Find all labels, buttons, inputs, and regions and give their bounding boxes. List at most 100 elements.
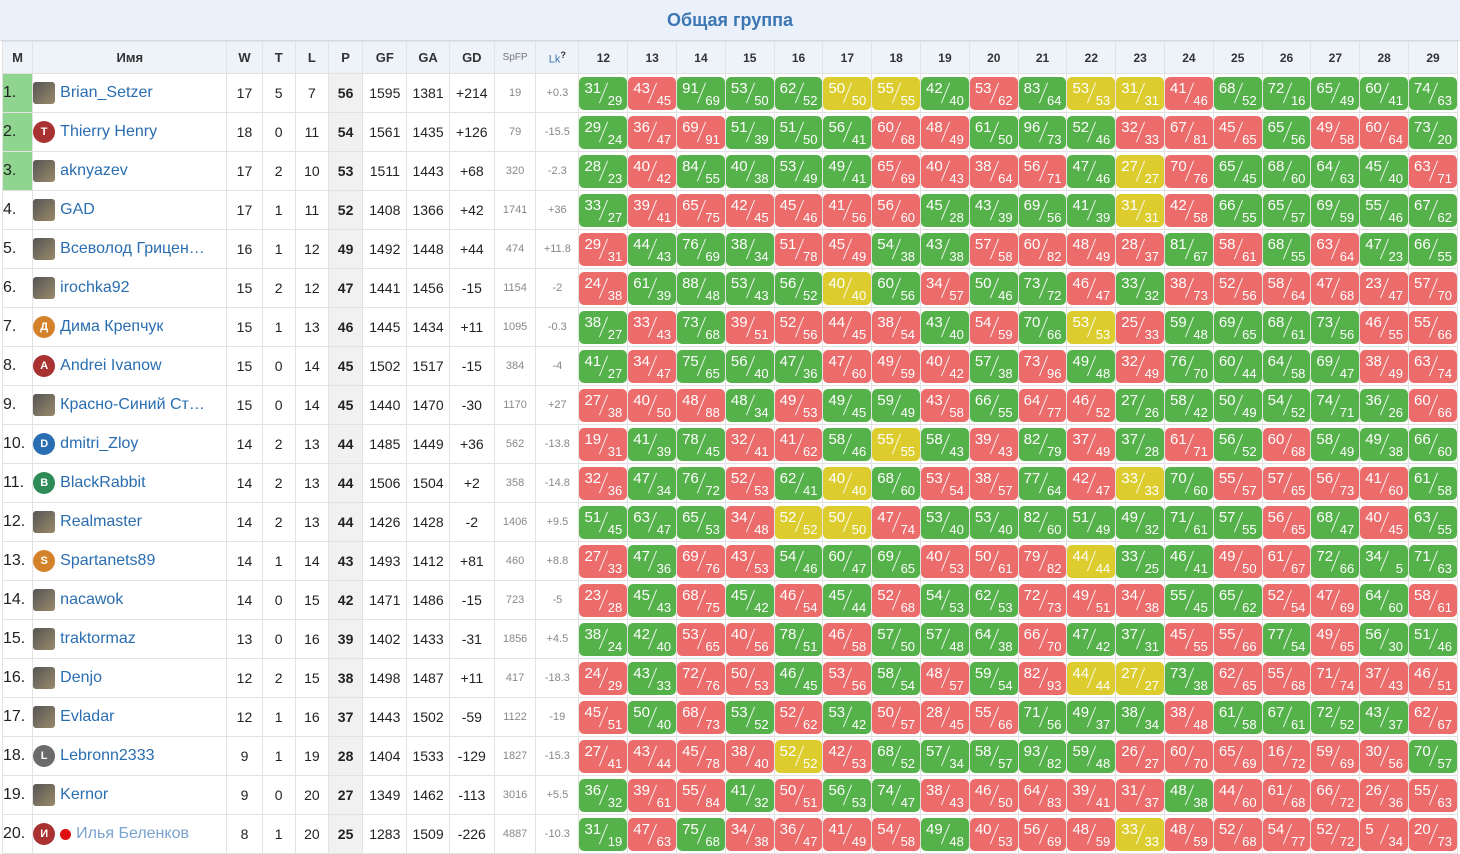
match-score[interactable]: 88 48: [677, 271, 725, 305]
match-score[interactable]: 66 72: [1311, 778, 1359, 812]
match-score[interactable]: 52 54: [1263, 583, 1310, 617]
match-score[interactable]: 57 38: [970, 349, 1018, 383]
match-score[interactable]: 55 45: [1165, 583, 1213, 617]
match-score[interactable]: 58 43: [921, 427, 969, 461]
player-link[interactable]: aknyazev: [60, 162, 128, 180]
match-score[interactable]: 65 45: [1214, 154, 1262, 188]
match-score[interactable]: 34 38: [726, 817, 774, 851]
match-score[interactable]: 82 79: [1019, 427, 1066, 461]
match-score[interactable]: 49 38: [1360, 427, 1408, 461]
match-score[interactable]: 52 52: [775, 739, 822, 773]
match-score[interactable]: 54 52: [1263, 388, 1310, 422]
match-score[interactable]: 65 57: [1263, 193, 1310, 227]
match-score[interactable]: 38 57: [970, 466, 1018, 500]
col-header-p[interactable]: P: [327, 41, 364, 74]
match-score[interactable]: 78 45: [677, 427, 725, 461]
match-score[interactable]: 45 65: [1214, 115, 1262, 149]
match-score[interactable]: 40 42: [628, 154, 676, 188]
match-score[interactable]: 62 67: [1409, 700, 1457, 734]
match-score[interactable]: 55 66: [970, 700, 1018, 734]
match-score[interactable]: 51 49: [1067, 505, 1115, 539]
player-link[interactable]: Красно-Синий Ст…: [60, 396, 205, 414]
match-score[interactable]: 50 50: [823, 76, 871, 110]
match-score[interactable]: 63 64: [1311, 232, 1359, 266]
match-score[interactable]: 49 48: [1067, 349, 1115, 383]
match-score[interactable]: 56 60: [872, 193, 920, 227]
match-score[interactable]: 73 72: [1019, 271, 1066, 305]
match-score[interactable]: 47 42: [1067, 622, 1115, 656]
match-score[interactable]: 60 41: [1360, 76, 1408, 110]
match-score[interactable]: 42 53: [823, 739, 871, 773]
match-score[interactable]: 33 33: [1116, 466, 1164, 500]
match-score[interactable]: 49 45: [823, 388, 871, 422]
match-score[interactable]: 58 61: [1409, 583, 1457, 617]
match-score[interactable]: 40 40: [823, 271, 871, 305]
match-score[interactable]: 61 39: [628, 271, 676, 305]
match-score[interactable]: 46 52: [1067, 388, 1115, 422]
match-score[interactable]: 16 72: [1263, 739, 1310, 773]
match-score[interactable]: 44 43: [628, 232, 676, 266]
match-score[interactable]: 36 32: [579, 778, 627, 812]
match-score[interactable]: 74 71: [1311, 388, 1359, 422]
match-score[interactable]: 42 47: [1067, 466, 1115, 500]
match-score[interactable]: 68 52: [872, 739, 920, 773]
match-score[interactable]: 55 55: [872, 76, 920, 110]
match-score[interactable]: 33 32: [1116, 271, 1164, 305]
match-score[interactable]: 45 40: [1360, 154, 1408, 188]
match-score[interactable]: 53 53: [1067, 76, 1115, 110]
match-score[interactable]: 57 65: [1263, 466, 1310, 500]
player-link[interactable]: Всеволод Грицен…: [60, 240, 205, 258]
match-score[interactable]: 69 91: [677, 115, 725, 149]
match-score[interactable]: 67 81: [1165, 115, 1213, 149]
match-score[interactable]: 47 74: [872, 505, 920, 539]
match-score[interactable]: 81 67: [1165, 232, 1213, 266]
col-header-lk[interactable]: Lk?: [535, 41, 580, 74]
match-score[interactable]: 77 54: [1263, 622, 1310, 656]
match-score[interactable]: 53 50: [726, 76, 774, 110]
player-link[interactable]: dmitri_Zloy: [60, 435, 139, 453]
match-score[interactable]: 52 68: [872, 583, 920, 617]
match-score[interactable]: 41 49: [823, 817, 871, 851]
match-score[interactable]: 66 55: [1214, 193, 1262, 227]
match-score[interactable]: 47 34: [628, 466, 676, 500]
match-score[interactable]: 72 16: [1263, 76, 1310, 110]
match-score[interactable]: 60 64: [1360, 115, 1408, 149]
match-score[interactable]: 57 58: [970, 232, 1018, 266]
match-score[interactable]: 60 66: [1409, 388, 1457, 422]
match-score[interactable]: 49 59: [872, 349, 920, 383]
match-score[interactable]: 27 26: [1116, 388, 1164, 422]
match-score[interactable]: 38 49: [1360, 349, 1408, 383]
match-score[interactable]: 52 56: [775, 310, 822, 344]
player-link[interactable]: Evladar: [60, 708, 115, 726]
match-score[interactable]: 39 43: [970, 427, 1018, 461]
match-score[interactable]: 38 34: [1116, 700, 1164, 734]
match-score[interactable]: 63 74: [1409, 349, 1457, 383]
match-score[interactable]: 75 68: [677, 817, 725, 851]
match-score[interactable]: 82 93: [1019, 661, 1066, 695]
match-score[interactable]: 72 76: [677, 661, 725, 695]
match-score[interactable]: 41 32: [726, 778, 774, 812]
match-score[interactable]: 19 31: [579, 427, 627, 461]
match-score[interactable]: 58 64: [1263, 271, 1310, 305]
match-score[interactable]: 47 60: [823, 349, 871, 383]
match-score[interactable]: 53 52: [726, 700, 774, 734]
match-score[interactable]: 59 48: [1067, 739, 1115, 773]
match-score[interactable]: 49 65: [1311, 622, 1359, 656]
match-score[interactable]: 65 56: [1263, 115, 1310, 149]
match-score[interactable]: 91 69: [677, 76, 725, 110]
match-score[interactable]: 46 58: [823, 622, 871, 656]
match-score[interactable]: 27 38: [579, 388, 627, 422]
match-score[interactable]: 41 60: [1360, 466, 1408, 500]
match-score[interactable]: 69 47: [1311, 349, 1359, 383]
lk-help-icon[interactable]: ?: [560, 49, 566, 60]
match-score[interactable]: 46 41: [1165, 544, 1213, 578]
match-score[interactable]: 53 40: [970, 505, 1018, 539]
match-score[interactable]: 60 68: [872, 115, 920, 149]
match-score[interactable]: 68 73: [677, 700, 725, 734]
match-score[interactable]: 40 50: [628, 388, 676, 422]
match-score[interactable]: 42 58: [1165, 193, 1213, 227]
match-score[interactable]: 58 57: [970, 739, 1018, 773]
match-score[interactable]: 45 44: [823, 583, 871, 617]
match-score[interactable]: 40 56: [726, 622, 774, 656]
match-score[interactable]: 53 53: [1067, 310, 1115, 344]
